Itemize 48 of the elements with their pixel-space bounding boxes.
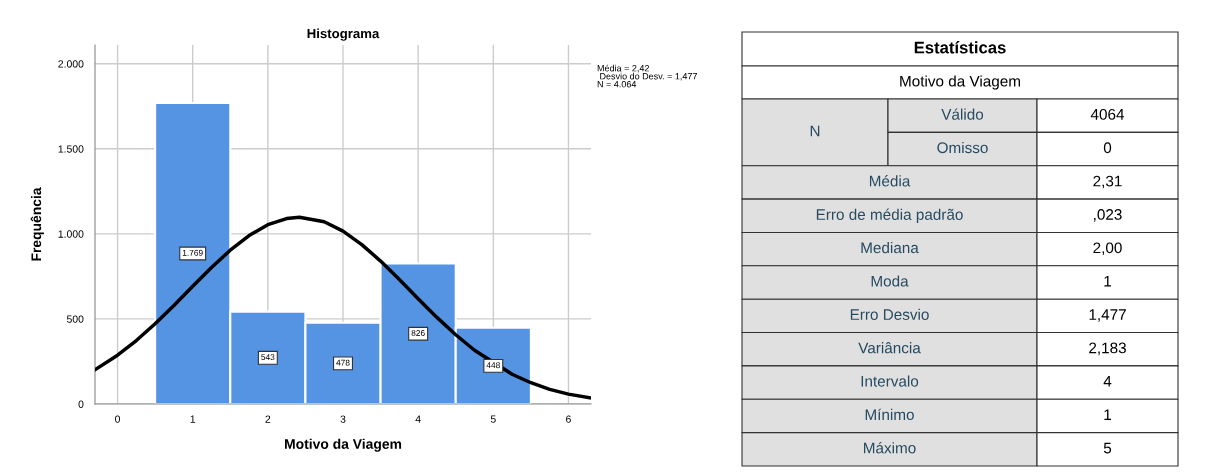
text: N bbox=[810, 125, 820, 137]
text: Motivo da Viagem bbox=[900, 75, 1020, 90]
text: ,023 bbox=[1094, 209, 1122, 222]
text: 2,00 bbox=[1093, 242, 1122, 256]
x-tick-label: 5 bbox=[490, 415, 496, 423]
x-tick-label: 3 bbox=[340, 415, 346, 423]
text: Moda bbox=[871, 275, 909, 287]
text: Erro Desvio bbox=[850, 308, 929, 320]
text: Válido bbox=[941, 108, 984, 120]
text: 5 bbox=[1103, 442, 1112, 454]
y-tick-label: 0 bbox=[78, 400, 84, 408]
text: Erro de média padrão bbox=[816, 208, 963, 223]
text: Intervalo bbox=[861, 375, 919, 387]
text: Variância bbox=[858, 342, 921, 354]
text: 2,183 bbox=[1089, 342, 1126, 356]
x-axis-title: Motivo da Viagem bbox=[285, 438, 402, 452]
x-tick-label: 2 bbox=[265, 415, 271, 423]
text: Omisso bbox=[937, 141, 988, 154]
text: Desvio do Desv. = 1,477 bbox=[600, 72, 697, 81]
line-series bbox=[95, 215, 591, 400]
y-tick-label: 500 bbox=[66, 315, 84, 323]
text: Média bbox=[869, 175, 911, 187]
text: 0 bbox=[1103, 142, 1112, 154]
x-tick-label: 0 bbox=[115, 415, 121, 423]
y-tick-label: 1.500 bbox=[58, 145, 84, 153]
y-tick-label: 1.000 bbox=[58, 230, 84, 238]
y-axis-title: Frequência bbox=[30, 187, 44, 261]
data-label: 826 bbox=[411, 330, 425, 336]
y-tick-label: 2.000 bbox=[58, 60, 84, 68]
text: 1,477 bbox=[1089, 309, 1126, 322]
data-label: 448 bbox=[486, 362, 500, 369]
text: Média = 2,42 bbox=[597, 64, 649, 73]
data-label: 478 bbox=[336, 359, 350, 366]
text: 4 bbox=[1103, 376, 1112, 387]
x-tick-label: 6 bbox=[566, 415, 571, 423]
text: 2,31 bbox=[1093, 175, 1122, 189]
text: 4064 bbox=[1090, 108, 1125, 120]
text: Estatísticas bbox=[914, 41, 1006, 54]
text: Máximo bbox=[864, 442, 916, 454]
chart-title: Histograma bbox=[307, 28, 380, 41]
text: Mediana bbox=[861, 242, 919, 254]
text: Mínimo bbox=[865, 408, 914, 421]
data-label: 543 bbox=[261, 354, 275, 361]
x-tick-label: 4 bbox=[415, 415, 421, 423]
text: N = 4.064 bbox=[597, 81, 637, 88]
x-tick-label: 1 bbox=[190, 415, 196, 423]
text: 1 bbox=[1104, 275, 1111, 287]
data-label: 1.769 bbox=[182, 249, 203, 256]
